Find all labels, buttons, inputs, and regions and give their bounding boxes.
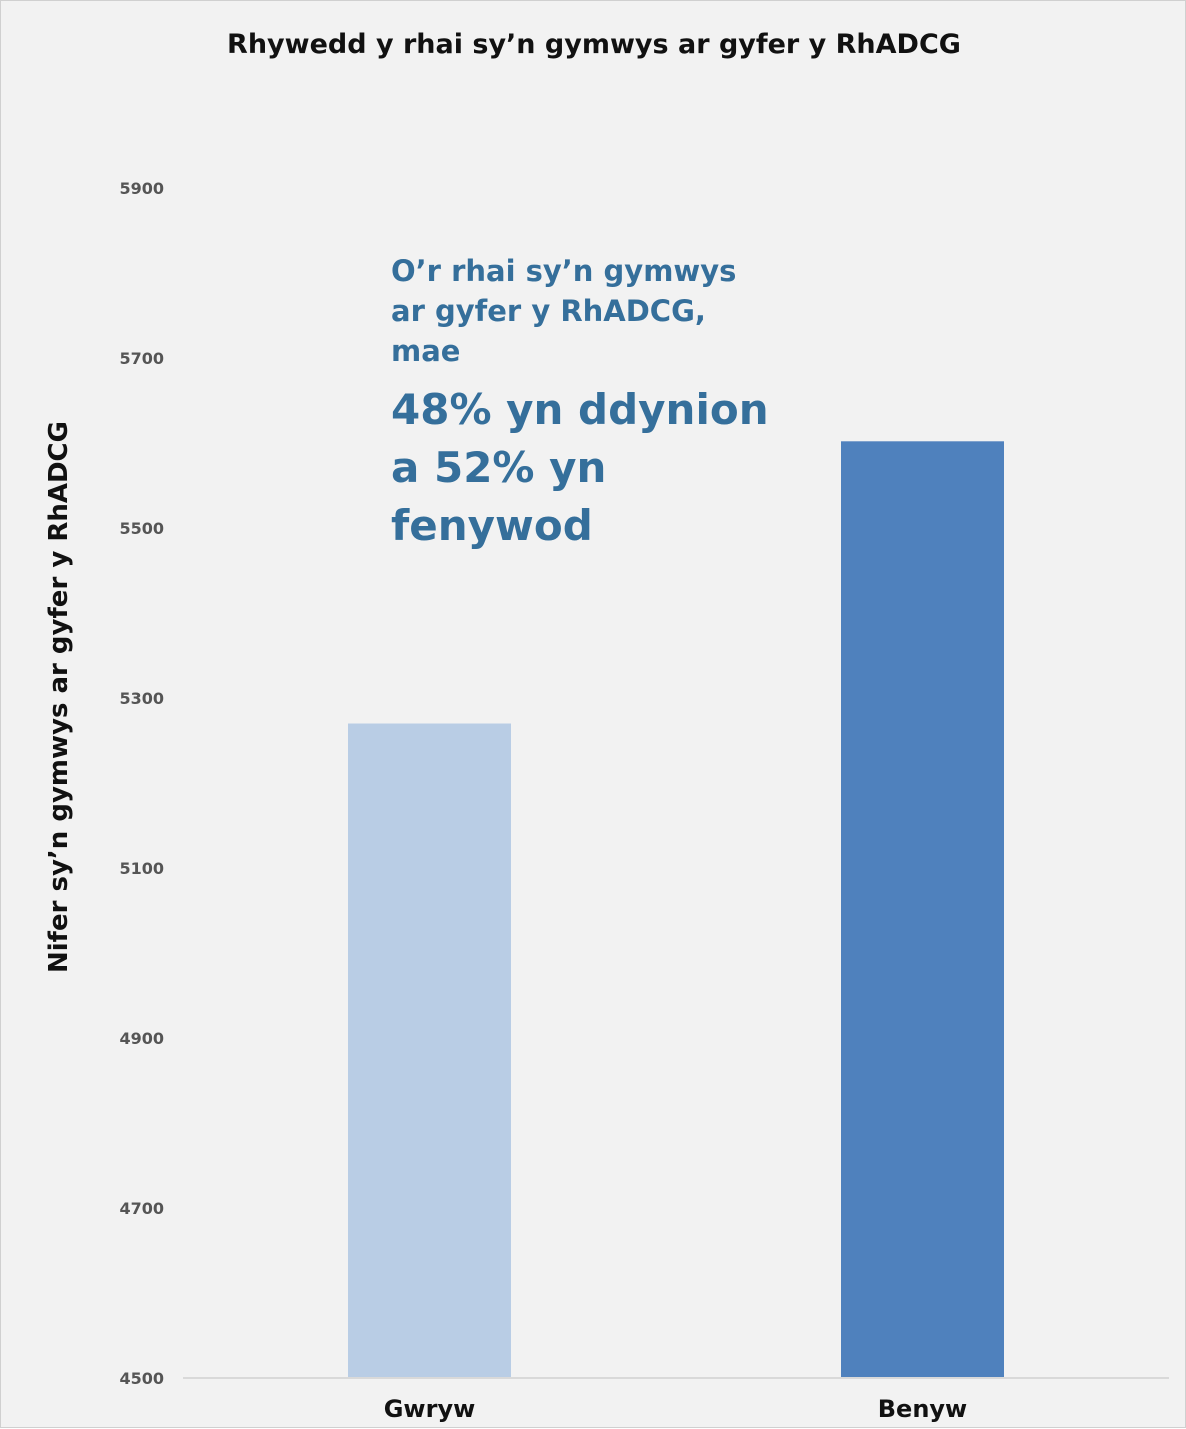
chart-title: Rhywedd y rhai sy’n gymwys ar gyfer y Rh…	[227, 29, 961, 60]
y-axis-ticks: 4500 4700 4900 5100 5300 5500 5700 5900	[119, 179, 164, 1388]
y-tick-label: 4900	[119, 1029, 164, 1048]
y-tick-label: 4700	[119, 1199, 164, 1218]
x-category-label: Benyw	[878, 1395, 967, 1423]
bar-gwryw	[348, 723, 511, 1378]
x-axis-categories: Gwryw Benyw	[384, 1395, 968, 1423]
y-axis-label: Nifer sy’n gymwys ar gyfer y RhADCG	[44, 421, 74, 973]
bar-benyw	[841, 441, 1004, 1378]
annotation-intro: O’r rhai sy’n gymwys ar gyfer y RhADCG, …	[391, 254, 737, 368]
y-tick-label: 5500	[119, 519, 164, 538]
y-tick-label: 5100	[119, 859, 164, 878]
annotation-highlight: 48% yn ddynion a 52% yn fenywod	[391, 385, 769, 550]
y-tick-label: 5300	[119, 689, 164, 708]
y-tick-label: 4500	[119, 1369, 164, 1388]
annotation-callout: O’r rhai sy’n gymwys ar gyfer y RhADCG, …	[391, 251, 771, 555]
bars	[348, 441, 1004, 1378]
y-tick-label: 5900	[119, 179, 164, 198]
x-category-label: Gwryw	[384, 1395, 476, 1423]
y-tick-label: 5700	[119, 349, 164, 368]
